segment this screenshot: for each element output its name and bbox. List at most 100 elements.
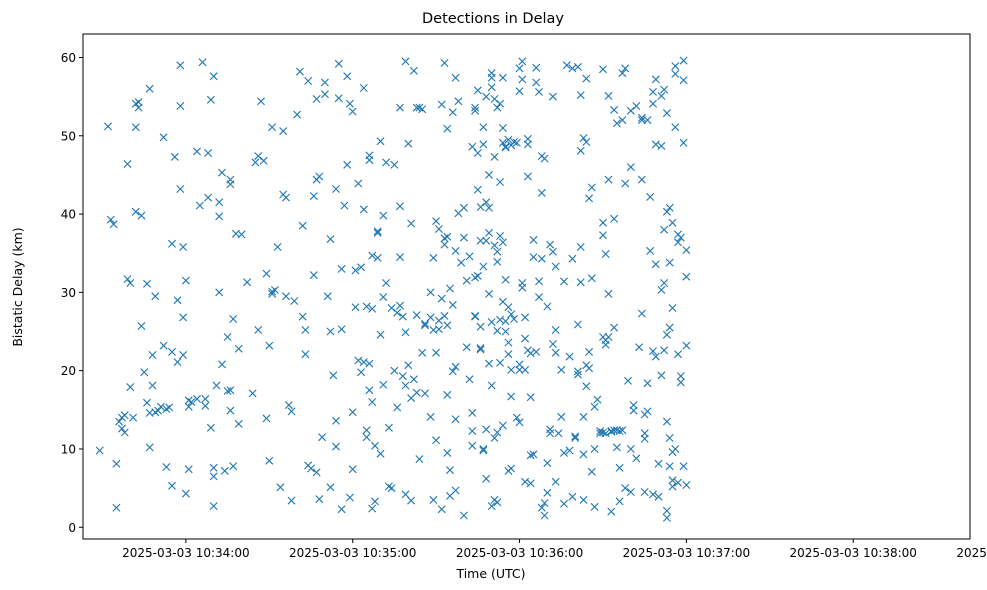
data-point bbox=[412, 388, 421, 397]
data-point bbox=[654, 492, 663, 501]
data-point bbox=[126, 383, 135, 392]
data-point bbox=[462, 343, 471, 352]
data-point bbox=[451, 362, 460, 371]
data-point bbox=[351, 303, 360, 312]
data-point bbox=[440, 311, 449, 320]
data-point bbox=[268, 289, 277, 298]
data-point bbox=[568, 254, 577, 263]
data-point bbox=[682, 246, 691, 255]
data-point bbox=[165, 403, 174, 412]
data-point bbox=[159, 133, 168, 142]
data-point bbox=[579, 495, 588, 504]
data-point bbox=[490, 152, 499, 161]
data-point bbox=[304, 77, 313, 85]
data-point bbox=[679, 462, 688, 471]
data-point bbox=[117, 424, 126, 433]
data-point bbox=[334, 94, 343, 103]
data-point bbox=[443, 124, 452, 133]
data-point bbox=[668, 482, 677, 491]
data-point bbox=[151, 292, 160, 301]
data-point bbox=[532, 347, 541, 356]
data-point bbox=[179, 351, 188, 359]
data-point bbox=[209, 72, 218, 81]
data-point bbox=[334, 59, 343, 68]
data-point bbox=[396, 253, 404, 262]
x-tick-label: 2025-03-03 10:36:00 bbox=[456, 546, 583, 560]
data-point bbox=[507, 310, 516, 319]
data-point bbox=[418, 105, 427, 114]
data-point bbox=[537, 503, 546, 512]
data-point bbox=[599, 218, 607, 227]
data-point bbox=[387, 304, 396, 312]
data-point bbox=[518, 57, 527, 66]
data-point bbox=[604, 175, 613, 184]
data-point bbox=[301, 326, 310, 334]
data-point bbox=[176, 102, 185, 110]
data-point bbox=[137, 322, 146, 330]
data-point bbox=[156, 402, 165, 411]
data-point bbox=[498, 73, 507, 82]
data-point bbox=[206, 95, 215, 104]
data-point bbox=[434, 325, 443, 334]
data-point bbox=[318, 433, 327, 442]
data-point bbox=[365, 386, 374, 395]
data-point bbox=[446, 284, 454, 293]
data-point bbox=[532, 78, 541, 87]
data-point bbox=[521, 477, 530, 486]
data-point bbox=[276, 483, 285, 492]
data-point bbox=[468, 408, 477, 417]
data-point bbox=[618, 69, 627, 78]
data-point bbox=[215, 198, 224, 207]
data-point bbox=[440, 240, 449, 249]
data-point bbox=[345, 99, 354, 108]
data-point bbox=[615, 427, 624, 435]
data-point bbox=[315, 495, 324, 504]
data-point bbox=[229, 462, 238, 471]
data-point bbox=[293, 110, 302, 119]
data-point bbox=[498, 238, 507, 247]
data-point bbox=[473, 271, 482, 280]
data-point bbox=[671, 69, 680, 78]
data-point bbox=[248, 389, 257, 398]
data-point bbox=[496, 358, 505, 367]
data-point bbox=[354, 179, 363, 188]
data-point bbox=[621, 64, 630, 73]
data-point bbox=[682, 341, 691, 350]
data-point bbox=[568, 64, 577, 73]
data-point bbox=[668, 476, 677, 485]
data-point bbox=[662, 109, 671, 118]
data-point bbox=[95, 446, 104, 455]
data-point bbox=[432, 348, 441, 357]
data-point bbox=[173, 296, 182, 305]
data-point bbox=[448, 300, 457, 309]
data-point bbox=[579, 134, 588, 143]
data-point bbox=[518, 75, 527, 84]
data-point bbox=[573, 320, 582, 329]
data-point bbox=[660, 85, 669, 94]
data-point bbox=[287, 496, 296, 505]
data-point bbox=[521, 313, 530, 322]
data-point bbox=[373, 253, 382, 262]
data-point bbox=[507, 392, 516, 401]
data-point bbox=[579, 412, 588, 421]
data-point bbox=[415, 455, 424, 464]
y-tick-label: 20 bbox=[61, 364, 76, 378]
data-point bbox=[493, 498, 502, 507]
data-point bbox=[610, 214, 619, 223]
data-point bbox=[662, 513, 671, 522]
data-point bbox=[421, 321, 429, 330]
data-point bbox=[259, 156, 268, 165]
data-point bbox=[657, 91, 666, 100]
data-point bbox=[540, 499, 549, 507]
data-point bbox=[371, 497, 379, 506]
data-point bbox=[282, 193, 290, 202]
data-point bbox=[496, 232, 505, 240]
data-point bbox=[126, 279, 135, 287]
data-point bbox=[476, 344, 485, 352]
data-point bbox=[181, 276, 190, 285]
data-point bbox=[154, 406, 163, 415]
data-point bbox=[671, 445, 680, 453]
data-point bbox=[493, 247, 502, 256]
data-point bbox=[504, 135, 513, 144]
data-point bbox=[651, 140, 660, 149]
